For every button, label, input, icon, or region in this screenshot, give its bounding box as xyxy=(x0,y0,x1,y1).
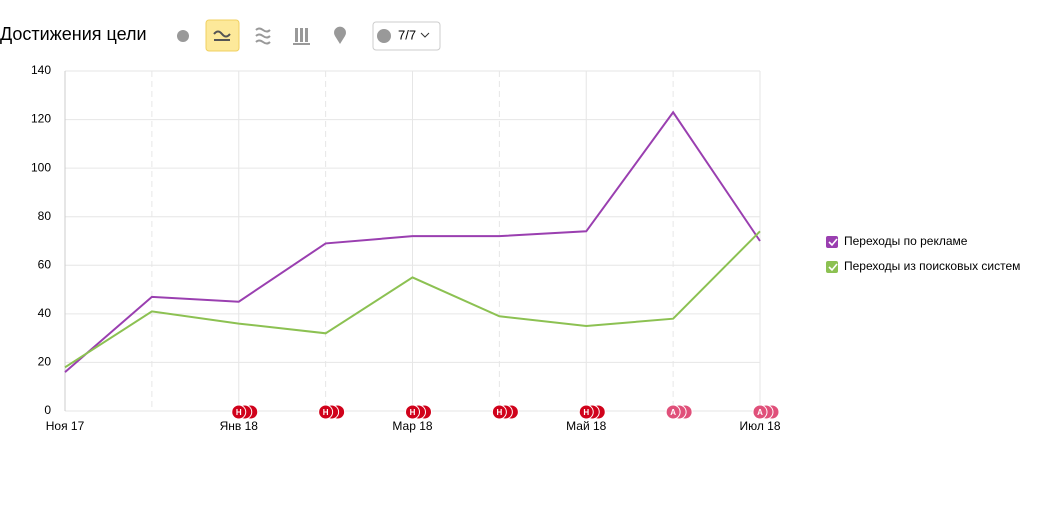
y-tick-label: 60 xyxy=(38,257,52,271)
annotation-label: Н xyxy=(236,408,242,417)
y-tick-label: 120 xyxy=(31,112,51,126)
chart-title: Достижения цели xyxy=(0,24,147,44)
legend-swatch xyxy=(826,236,838,248)
bar-icon[interactable] xyxy=(293,28,310,45)
x-tick-label: Май 18 xyxy=(566,419,607,433)
x-tick-label: Ноя 17 xyxy=(46,419,85,433)
legend-check xyxy=(828,263,838,272)
comment-icon xyxy=(377,29,391,43)
map-icon[interactable] xyxy=(333,26,347,44)
annotation-label: Н xyxy=(496,408,502,417)
y-tick-label: 140 xyxy=(31,63,51,77)
legend-label: Переходы по рекламе xyxy=(844,234,968,248)
y-tick-label: 80 xyxy=(38,209,52,223)
annotation-bubble xyxy=(491,404,507,420)
annotation-bubble xyxy=(318,404,334,420)
y-tick-label: 0 xyxy=(44,403,51,417)
annotation-bubble xyxy=(231,404,247,420)
series-line xyxy=(64,110,761,373)
y-tick-label: 100 xyxy=(31,160,51,174)
annotation-label: А xyxy=(757,408,763,417)
toolbar: 7/7 xyxy=(177,19,441,52)
x-tick-label: Янв 18 xyxy=(220,419,259,433)
annotation-bubble xyxy=(665,404,681,420)
annotation-bubble xyxy=(405,404,420,420)
area-icon[interactable] xyxy=(255,27,271,45)
annotation-label: Н xyxy=(410,408,416,417)
annotation-bubble xyxy=(578,404,594,420)
counter: 7/7 xyxy=(398,27,416,42)
line-icon xyxy=(213,30,231,41)
legend-check xyxy=(828,238,838,247)
annotation-label: Н xyxy=(583,408,589,417)
annotations-dropdown[interactable] xyxy=(372,21,441,51)
annotation-label: Н xyxy=(323,408,329,417)
pie-icon[interactable] xyxy=(177,30,189,42)
series-line xyxy=(64,230,761,369)
x-tick-label: Июл 18 xyxy=(739,419,780,433)
annotation-bubble xyxy=(752,404,768,420)
annotation-label: А xyxy=(670,408,676,417)
y-tick-label: 20 xyxy=(38,355,52,369)
legend-label: Переходы из поисковых систем xyxy=(844,259,1020,273)
x-tick-label: Мар 18 xyxy=(392,419,432,433)
y-tick-label: 40 xyxy=(38,306,52,320)
chevron xyxy=(420,32,430,38)
legend-swatch xyxy=(826,261,838,273)
